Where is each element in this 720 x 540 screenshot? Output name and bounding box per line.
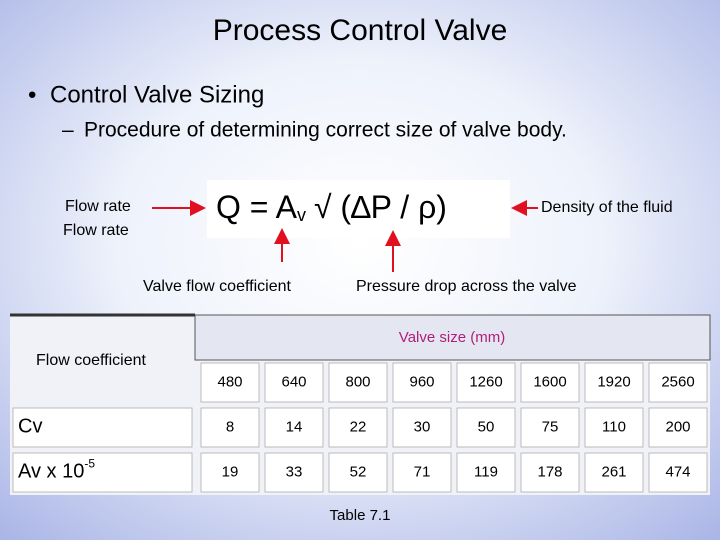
title: Process Control Valve bbox=[213, 14, 508, 47]
formula-rhs: √ (∆P / ρ) bbox=[314, 189, 447, 225]
size-cell: 2560 bbox=[661, 373, 694, 390]
cell bbox=[264, 407, 324, 448]
cell bbox=[328, 407, 388, 448]
label-density: Density of the fluid bbox=[541, 199, 673, 216]
value-cell: 50 bbox=[478, 418, 495, 435]
value-cell: 200 bbox=[665, 418, 690, 435]
value-cell: 71 bbox=[414, 463, 431, 480]
cell bbox=[520, 407, 580, 448]
arrows bbox=[152, 200, 538, 272]
table-header-cell bbox=[194, 314, 711, 361]
corner-header: Flow coefficient bbox=[36, 352, 147, 369]
row-label-text: Av x 10 bbox=[18, 461, 84, 483]
bullet: Control Valve Sizing bbox=[50, 81, 264, 108]
cell bbox=[456, 452, 516, 493]
group-header: Valve size (mm) bbox=[399, 329, 505, 346]
formula-subscript: v bbox=[297, 205, 306, 225]
size-cell: 480 bbox=[217, 373, 242, 390]
value-cell: 52 bbox=[350, 463, 367, 480]
sub-bullet: Procedure of determining correct size of… bbox=[84, 119, 567, 142]
value-cell: 19 bbox=[222, 463, 239, 480]
row-label: Av x 10-5 bbox=[18, 457, 95, 483]
row-label-cell bbox=[12, 407, 193, 448]
label-pressure: Pressure drop across the valve bbox=[356, 278, 577, 295]
formula-box bbox=[207, 180, 510, 238]
cell bbox=[328, 452, 388, 493]
value-cell: 22 bbox=[350, 418, 367, 435]
cell bbox=[392, 452, 452, 493]
label-flow-rate: Flow rate bbox=[63, 222, 129, 239]
row-label: Cv bbox=[18, 416, 42, 438]
cell bbox=[520, 362, 580, 403]
value-cell: 474 bbox=[665, 463, 690, 480]
cell bbox=[200, 452, 260, 493]
formula-lhs: Q = A bbox=[216, 189, 298, 225]
size-cell: 640 bbox=[281, 373, 306, 390]
value-cell: 14 bbox=[286, 418, 303, 435]
table: 480 640 800 960 1260 1600 1920 2560 Cv 8 14 22 30 50 7… bbox=[12, 362, 708, 493]
cell bbox=[456, 362, 516, 403]
dash: – bbox=[62, 119, 74, 142]
value-cell: 30 bbox=[414, 418, 431, 435]
row-label-sup: -5 bbox=[84, 457, 95, 471]
cell bbox=[200, 407, 260, 448]
value-cell: 110 bbox=[602, 418, 626, 435]
cell bbox=[392, 362, 452, 403]
row-label-cell bbox=[12, 452, 193, 493]
cell bbox=[648, 407, 708, 448]
cell bbox=[264, 452, 324, 493]
cell bbox=[584, 407, 644, 448]
cell bbox=[520, 452, 580, 493]
cell bbox=[584, 362, 644, 403]
cell bbox=[648, 362, 708, 403]
size-cell: 1600 bbox=[533, 373, 566, 390]
value-cell: 178 bbox=[537, 463, 562, 480]
label-coefficient: Valve flow coefficient bbox=[143, 278, 291, 295]
value-cell: 33 bbox=[286, 463, 303, 480]
value-cell: 75 bbox=[542, 418, 559, 435]
cell bbox=[264, 362, 324, 403]
caption: Table 7.1 bbox=[330, 507, 391, 524]
label-flow-rate: Flow rate bbox=[65, 198, 131, 215]
row-label-text: Cv bbox=[18, 416, 42, 438]
size-cell: 1260 bbox=[469, 373, 502, 390]
value-cell: 8 bbox=[226, 418, 234, 435]
cell bbox=[456, 407, 516, 448]
value-cell: 119 bbox=[474, 463, 498, 480]
bullet-dot: • bbox=[28, 81, 36, 108]
cell bbox=[584, 452, 644, 493]
cell bbox=[392, 407, 452, 448]
size-cell: 960 bbox=[409, 373, 434, 390]
cell bbox=[648, 452, 708, 493]
formula: Q = Av √ (∆P / ρ) bbox=[216, 189, 447, 225]
size-cell: 800 bbox=[345, 373, 370, 390]
cell bbox=[200, 362, 260, 403]
cell bbox=[328, 362, 388, 403]
size-cell: 1920 bbox=[597, 373, 630, 390]
value-cell: 261 bbox=[601, 463, 626, 480]
